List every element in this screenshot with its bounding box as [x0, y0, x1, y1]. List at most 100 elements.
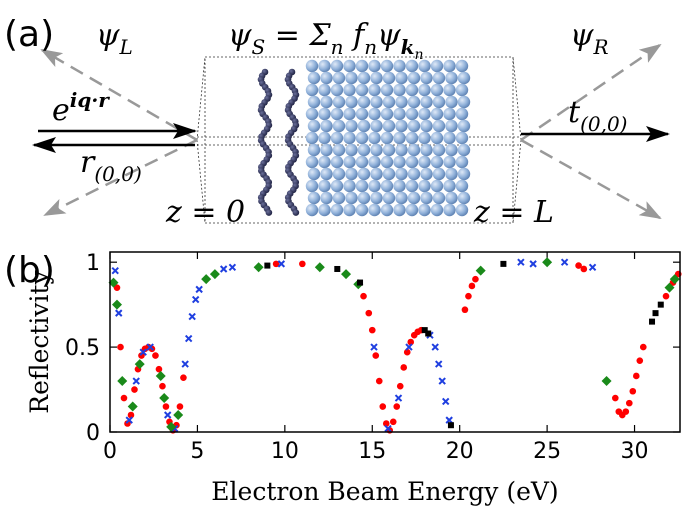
atom: [357, 143, 371, 157]
atom: [407, 167, 421, 181]
atom: [407, 95, 421, 109]
y-tick-label: 1: [86, 251, 100, 276]
atom: [393, 83, 406, 97]
atom: [395, 95, 408, 109]
atom: [355, 179, 369, 193]
math-part: n: [331, 35, 344, 59]
point: [384, 424, 392, 433]
atom: [405, 59, 419, 73]
math-part: e: [52, 93, 70, 128]
atom: [357, 191, 371, 205]
atom: [432, 143, 446, 157]
point: [341, 269, 352, 280]
point: [155, 370, 166, 381]
atom: [445, 119, 458, 133]
atom: [407, 191, 421, 205]
point: [180, 374, 187, 381]
atom: [445, 71, 458, 85]
point: [405, 343, 413, 351]
point: [152, 352, 159, 359]
atom: [380, 179, 394, 193]
point: [394, 394, 403, 402]
point: [201, 274, 212, 285]
y-tick-label: 0: [86, 421, 100, 446]
atom: [307, 167, 321, 181]
point: [365, 309, 373, 317]
atom: [355, 107, 369, 121]
atom: [418, 107, 431, 121]
point: [138, 352, 145, 359]
point: [400, 364, 408, 371]
point: [125, 416, 133, 424]
atoms: [257, 59, 471, 217]
atom: [407, 119, 421, 133]
atom: [432, 71, 446, 85]
atom: [432, 95, 446, 109]
math-part: S: [252, 35, 266, 59]
atom: [457, 71, 471, 85]
x-axis-label: Electron Beam Energy (eV): [211, 477, 558, 506]
atom: [330, 83, 344, 97]
math-part: z = L: [473, 195, 554, 230]
atom: [345, 71, 358, 85]
point: [425, 330, 432, 337]
atom: [318, 131, 331, 145]
point: [588, 263, 597, 271]
atom: [443, 107, 456, 121]
point: [431, 343, 439, 351]
atom: [445, 143, 458, 157]
point: [529, 260, 537, 268]
point: [163, 411, 172, 419]
atom: [320, 95, 333, 109]
atom: [345, 191, 358, 205]
math-part: iq·r: [70, 88, 111, 112]
point: [393, 403, 401, 410]
point: [669, 274, 680, 285]
plot-frame: [109, 251, 681, 433]
atom: [382, 95, 396, 109]
atom: [370, 119, 383, 133]
atom: [393, 131, 406, 145]
atom: [418, 155, 431, 169]
point: [219, 265, 228, 273]
atom: [320, 191, 333, 205]
x-tick-label: 5: [190, 439, 204, 464]
y-axis-label: Reflectivity: [25, 269, 54, 413]
math-part: k: [401, 35, 415, 59]
x-tick-label: 25: [533, 439, 561, 464]
atom: [405, 203, 419, 217]
point: [132, 377, 140, 385]
atom: [345, 143, 358, 157]
point: [209, 269, 220, 280]
atom: [407, 143, 421, 157]
point: [560, 258, 569, 266]
atom: [330, 59, 344, 73]
atom: [292, 209, 300, 216]
atom: [407, 71, 421, 85]
math-label: eiq·r: [52, 88, 110, 128]
atom: [355, 203, 369, 217]
atom: [370, 95, 383, 109]
x-tick-label: 0: [103, 439, 117, 464]
atom: [330, 107, 344, 121]
atom: [305, 179, 319, 193]
point: [649, 318, 656, 325]
atom: [420, 167, 433, 181]
atom: [332, 191, 346, 205]
atom: [395, 167, 408, 181]
point: [517, 258, 525, 266]
atom: [343, 203, 356, 217]
point: [622, 408, 630, 415]
atom: [332, 143, 346, 157]
point: [500, 260, 507, 267]
math-part: ψ: [570, 18, 594, 53]
point: [575, 262, 582, 269]
atom: [382, 119, 396, 133]
atom: [455, 203, 469, 217]
point: [127, 401, 138, 412]
point: [662, 292, 670, 300]
atom: [305, 155, 319, 169]
panel-label: (a): [4, 14, 54, 55]
math-part: z = 0: [165, 195, 245, 230]
point: [162, 403, 170, 410]
